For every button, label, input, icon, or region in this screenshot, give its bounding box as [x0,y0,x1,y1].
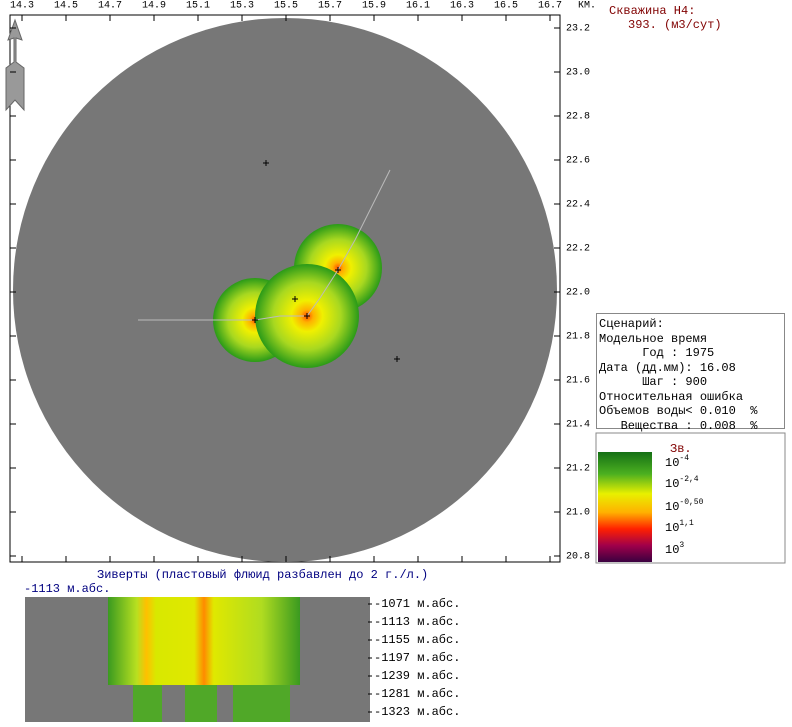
scenario-panel: Сценарий: Модельное время Год : 1975 Дата … [596,313,785,433]
depth-label: -1281 м.абс. [374,687,460,701]
x-tick-label: 16.1 [406,1,430,12]
legend-exp: 3 [679,541,684,550]
legend-base: 10 [665,543,679,557]
depth-label: -1071 м.абс. [374,597,460,611]
y-tick-label: 22.2 [566,244,590,255]
x-tick-label: 15.1 [186,1,210,12]
x-tick-label: 15.9 [362,1,386,12]
well-trace [138,169,391,321]
depth-label: -1239 м.абс. [374,669,460,683]
section-plume [233,685,290,722]
y-tick-label: 21.2 [566,464,590,475]
y-tick-label: 22.0 [566,288,590,299]
x-tick-label: 15.7 [318,1,342,12]
section-level: -1113 м.абс. [24,582,110,596]
scenario-line: Сценарий: [599,317,664,331]
scenario-line: Дата (дд.мм): 16.08 [599,360,736,375]
scenario-line: Год : 1975 [599,346,715,360]
scenario-line: Шаг : 900 [599,375,708,389]
x-tick-label: 14.7 [98,1,122,12]
x-tick-label: 16.7 [538,1,562,12]
legend-exp: 1,1 [679,519,694,528]
x-tick-label: 15.3 [230,1,254,12]
y-tick-label: 22.6 [566,156,590,167]
x-tick-label: 14.5 [54,1,78,12]
depth-label: -1323 м.абс. [374,705,460,719]
y-tick-label: 21.8 [566,332,590,343]
legend-label: 103 [665,541,684,557]
legend-label: 10-4 [665,454,689,470]
x-tick-label: 14.9 [142,1,166,12]
y-tick-label: 20.8 [566,552,590,563]
section-plume [185,685,217,722]
depth-label: -1197 м.абс. [374,651,460,665]
y-tick-label: 22.4 [566,200,590,211]
legend-label: 101,1 [665,519,694,535]
scenario-line: Относительная ошибка [599,389,744,404]
legend-exp: -4 [679,454,689,463]
x-tick-label: 14.3 [10,1,34,12]
legend-base: 10 [665,500,679,514]
well-markers [252,160,400,362]
depth-label: -1155 м.абс. [374,633,460,647]
section-title: Зиверты (пластовый флюид разбавлен до 2 … [97,568,428,582]
legend-base: 10 [665,477,679,491]
section-plume [108,597,300,685]
north-arrow [5,18,25,112]
x-tick-label: 16.3 [450,1,474,12]
y-tick-label: 22.8 [566,112,590,123]
y-tick-label: 23.2 [566,24,590,35]
scenario-line: Вещества : 0.008 % [599,418,758,433]
legend-label: 10-2,4 [665,475,699,491]
section-plume [133,685,162,722]
depth-label: -1113 м.абс. [374,615,460,629]
legend-exp: -2,4 [679,475,698,484]
well-title: Скважина Н4: [609,4,695,18]
y-tick-label: 23.0 [566,68,590,79]
legend-title: Зв. [670,442,692,456]
legend-colorbar [598,452,652,562]
y-tick-label: 21.6 [566,376,590,387]
x-tick-label: 15.5 [274,1,298,12]
y-tick-label: 21.4 [566,420,590,431]
legend-base: 10 [665,521,679,535]
scenario-line: Модельное время [599,331,708,346]
legend-label: 10-0,50 [665,498,704,514]
scenario-line: Объемов воды< 0.010 % [599,404,758,418]
y-tick-label: 21.0 [566,508,590,519]
x-unit: КМ. [578,1,596,12]
well-rate: 393. (м3/сут) [628,18,722,32]
legend-base: 10 [665,456,679,470]
x-tick-label: 16.5 [494,1,518,12]
legend-exp: -0,50 [679,498,703,507]
